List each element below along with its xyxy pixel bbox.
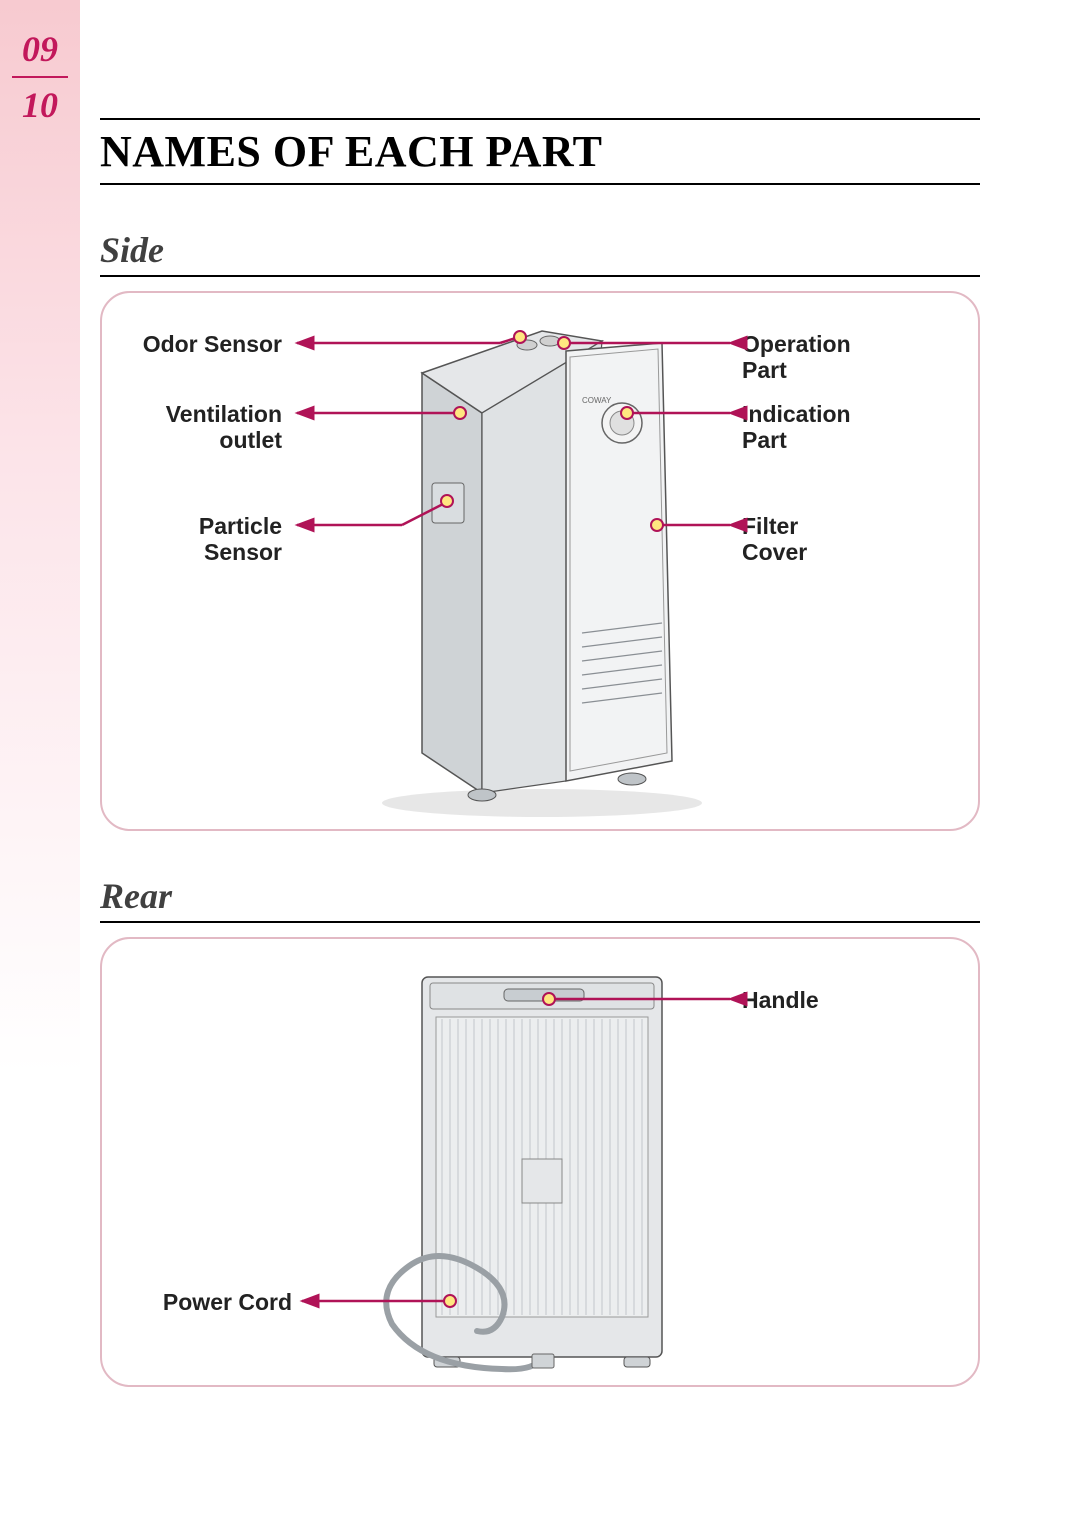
panel-side: Odor Sensor Ventilation outlet Particle …	[100, 291, 980, 831]
page-number-bottom: 10	[12, 84, 68, 126]
page-number-divider	[12, 76, 68, 78]
side-gradient	[0, 0, 80, 1533]
main-content: NAMES OF EACH PART Side Odor Sensor Vent…	[100, 118, 980, 1387]
section-title-rear: Rear	[100, 875, 980, 923]
callout-lines-rear	[102, 939, 982, 1389]
section-title-side: Side	[100, 229, 980, 277]
panel-rear: Handle Power Cord	[100, 937, 980, 1387]
page-title: NAMES OF EACH PART	[100, 118, 980, 185]
page-number-top: 09	[12, 28, 68, 70]
page-number-block: 09 10	[12, 28, 68, 126]
callout-lines-side	[102, 293, 982, 833]
